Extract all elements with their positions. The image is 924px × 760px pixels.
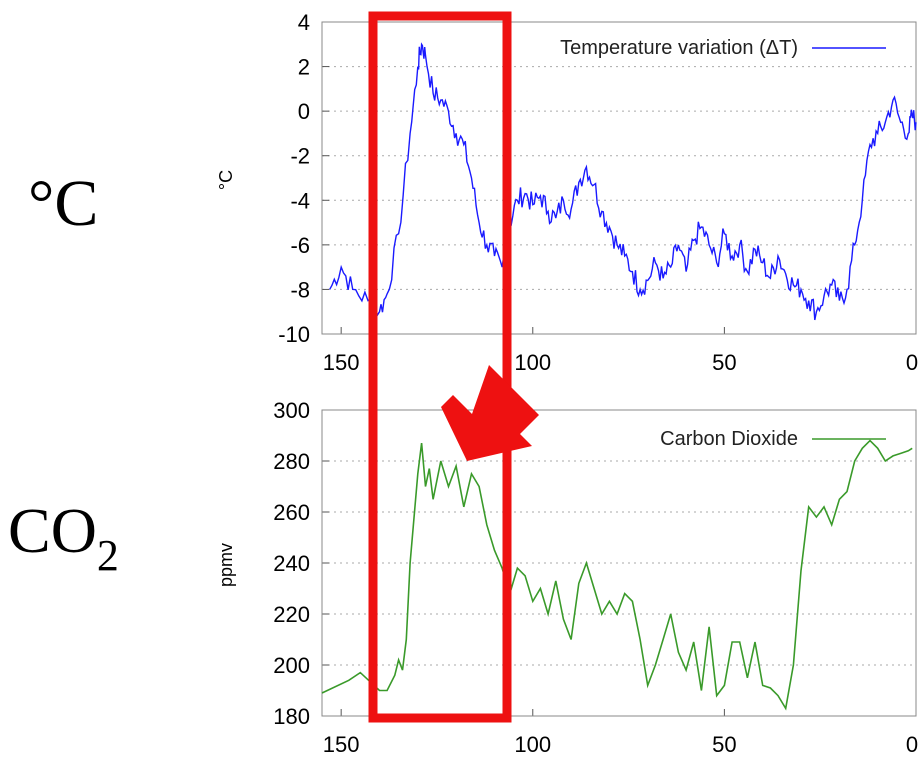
temperature-unit-label: °C	[28, 167, 98, 240]
temperature-y-tick-label: -6	[290, 233, 310, 258]
temperature-chart-grid	[322, 66, 916, 290]
highlight-rectangle	[368, 11, 512, 723]
temperature-x-tick-label: 150	[323, 350, 360, 375]
co2-y-tick-label: 180	[273, 704, 310, 729]
temperature-x-tick-label: 100	[514, 350, 551, 375]
co2-y-tick-label: 220	[273, 602, 310, 627]
temperature-y-tick-label: -4	[290, 188, 310, 213]
temperature-series-line	[329, 42, 917, 321]
temperature-chart: 4 2 0 -2 -4 -6 -8 -10 150 100 50 0 °C Temperature …	[216, 10, 918, 375]
temperature-chart-x-ticks: 150 100 50 0	[323, 327, 918, 375]
co2-chart-frame	[321, 409, 917, 717]
co2-label: CO2	[8, 495, 119, 580]
co2-legend-label: Carbon Dioxide	[660, 428, 798, 450]
co2-x-tick-label: 100	[514, 732, 551, 757]
co2-label-subscript: 2	[97, 531, 119, 580]
temperature-x-tick-label: 0	[906, 350, 918, 375]
co2-chart-y-ticks: 300 280 260 240 220 200 180	[273, 398, 329, 729]
temperature-y-tick-label: 2	[298, 55, 310, 80]
temperature-chart-frame	[321, 21, 917, 335]
co2-x-tick-label: 0	[906, 732, 918, 757]
co2-series-line	[321, 439, 913, 711]
temperature-y-tick-label: -8	[290, 277, 310, 302]
temperature-y-tick-label: -10	[278, 322, 310, 347]
co2-x-tick-label: 50	[712, 732, 736, 757]
temperature-chart-y-axis-label: °C	[216, 170, 236, 190]
co2-y-tick-label: 260	[273, 500, 310, 525]
temperature-y-tick-label: 4	[298, 10, 310, 35]
co2-label-prefix: CO	[8, 495, 97, 566]
temperature-legend-label: Temperature variation (ΔT)	[560, 37, 798, 59]
co2-chart-y-axis-label: ppmv	[216, 543, 236, 587]
co2-chart-x-ticks: 150 100 50 0	[323, 709, 918, 757]
co2-y-tick-label: 300	[273, 398, 310, 423]
co2-y-tick-label: 240	[273, 551, 310, 576]
co2-x-tick-label: 150	[323, 732, 360, 757]
highlight-arrow	[441, 365, 539, 461]
temperature-chart-y-ticks: 4 2 0 -2 -4 -6 -8 -10	[278, 10, 329, 347]
co2-y-tick-label: 200	[273, 653, 310, 678]
temperature-x-tick-label: 50	[712, 350, 736, 375]
co2-y-tick-label: 280	[273, 449, 310, 474]
temperature-y-tick-label: -2	[290, 144, 310, 169]
temperature-y-tick-label: 0	[298, 99, 310, 124]
co2-chart-grid	[322, 460, 916, 666]
co2-chart: 300 280 260 240 220 200 180 150 100 50 0 ppmv Car…	[216, 398, 918, 757]
